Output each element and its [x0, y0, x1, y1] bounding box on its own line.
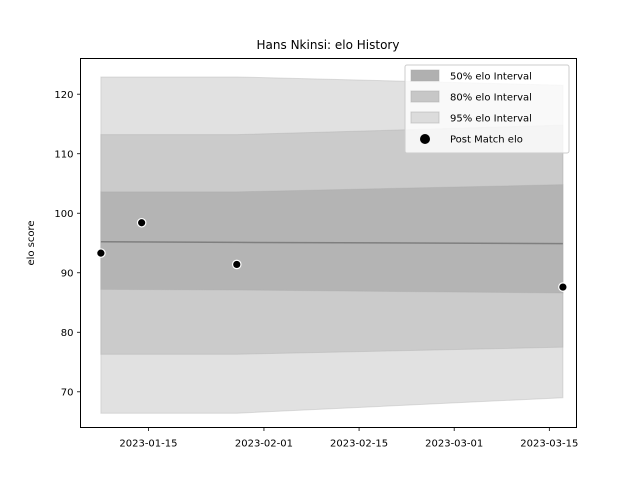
x-tick-label: 2023-01-15 [119, 439, 177, 450]
x-tick-label: 2023-02-01 [235, 439, 293, 450]
legend-label: 80% elo Interval [450, 93, 532, 104]
y-tick-label: 120 [54, 90, 73, 101]
post-match-point [558, 282, 568, 292]
interval-band-1 [100, 184, 564, 294]
legend-swatch [410, 111, 440, 124]
legend: 50% elo Interval 80% elo Interval 95% elo … [404, 64, 570, 154]
legend-box [404, 64, 570, 154]
legend-swatch [410, 69, 440, 82]
plot-frame [80, 58, 577, 428]
mean-line-group [100, 241, 563, 245]
post-match-point [96, 248, 106, 258]
x-tick-label: 2023-02-15 [330, 439, 388, 450]
legend-swatch [410, 90, 440, 103]
mean-elo-line [100, 241, 563, 245]
post-match-point [231, 259, 242, 270]
legend-label: 95% elo Interval [450, 114, 532, 125]
legend-label: Post Match elo [450, 135, 523, 146]
chart-title: Hans Nkinsi: elo History [257, 38, 400, 52]
interval-bands [100, 76, 564, 414]
y-tick-label: 80 [61, 328, 74, 339]
x-tick-label: 2023-03-01 [425, 439, 483, 450]
y-axis: 70 80 90 100 110 120 [54, 90, 81, 398]
y-axis-label: elo score [26, 220, 37, 265]
y-tick-label: 110 [54, 149, 73, 160]
x-tick-label: 2023-03-15 [520, 439, 578, 450]
post-match-points [96, 217, 568, 292]
y-tick-label: 90 [61, 268, 74, 279]
y-tick-label: 70 [61, 387, 74, 398]
x-axis: 2023-01-15 2023-02-01 2023-02-15 2023-03-01… [119, 427, 578, 450]
legend-label: 50% elo Interval [450, 72, 532, 83]
y-tick-label: 100 [54, 209, 73, 220]
legend-marker [420, 134, 430, 144]
post-match-point [136, 217, 147, 228]
